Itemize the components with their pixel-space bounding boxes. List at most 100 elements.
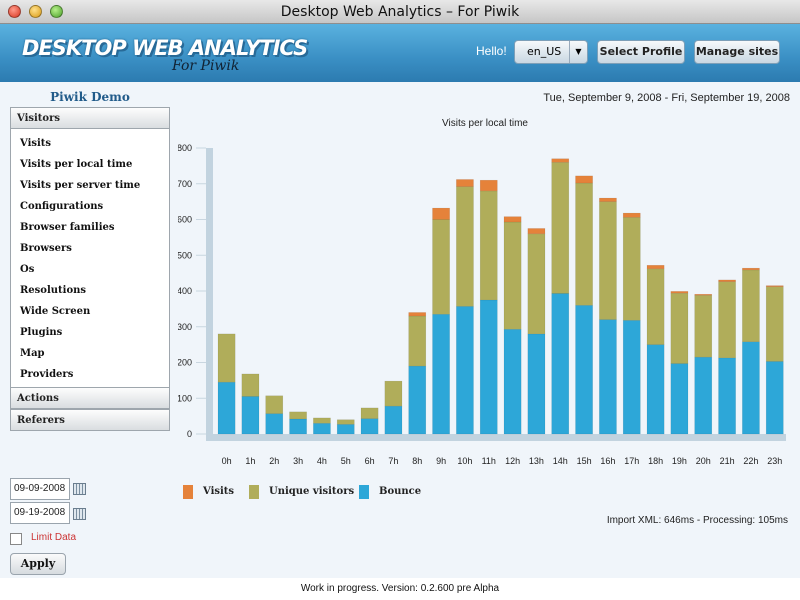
apply-button[interactable]: Apply [10, 553, 66, 575]
bar-bounce [551, 293, 570, 435]
bar-unique-visitors [241, 373, 260, 397]
x-tick-label: 19h [672, 456, 687, 466]
menu-item-wide-screen[interactable]: Wide Screen [20, 306, 91, 317]
bar-bounce [742, 341, 760, 435]
bar-unique-visitors [742, 269, 760, 343]
bar-visits [646, 265, 665, 270]
menu-item-providers[interactable]: Providers [20, 369, 74, 380]
x-tick-label: 4h [317, 456, 327, 466]
bar-bounce [765, 361, 784, 435]
manage-sites-button[interactable]: Manage sites [694, 40, 780, 64]
site-name: Piwik Demo [50, 90, 130, 104]
language-select[interactable]: en_US ▼ [514, 40, 588, 64]
bar-bounce [599, 319, 617, 435]
bar-unique-visitors [551, 162, 570, 294]
menu-item-visits[interactable]: Visits [20, 138, 52, 149]
menu-section-actions[interactable]: Actions [11, 388, 169, 409]
x-tick-label: 8h [412, 456, 422, 466]
bar-bounce [503, 329, 522, 435]
y-tick-label: 200 [178, 358, 192, 368]
x-tick-label: 22h [743, 456, 758, 466]
legend-label-bounce: Bounce [379, 486, 422, 497]
chevron-down-icon: ▼ [569, 41, 587, 63]
bar-unique-visitors [456, 186, 474, 307]
bar-visits [408, 312, 427, 317]
x-tick-label: 14h [553, 456, 568, 466]
bar-unique-visitors [503, 221, 522, 330]
x-tick-label: 10h [457, 456, 472, 466]
x-tick-label: 6h [365, 456, 375, 466]
menu-section-referers[interactable]: Referers [11, 409, 169, 430]
legend-label-visits: Visits [203, 486, 235, 497]
menu-item-resolutions[interactable]: Resolutions [20, 285, 87, 296]
x-tick-label: 13h [529, 456, 544, 466]
bar-bounce [670, 363, 689, 435]
footer: Work in progress. Version: 0.2.600 pre A… [0, 578, 800, 600]
bar-bounce [456, 306, 474, 435]
bar-unique-visitors [360, 407, 379, 419]
menu-item-browsers[interactable]: Browsers [20, 243, 72, 254]
minimize-window-button[interactable] [29, 5, 42, 18]
bar-unique-visitors [289, 411, 307, 420]
bar-unique-visitors [575, 182, 593, 306]
bar-unique-visitors [646, 268, 665, 345]
menu-item-configurations[interactable]: Configurations [20, 201, 104, 212]
bar-unique-visitors [622, 217, 641, 321]
title-bar: Desktop Web Analytics – For Piwik [0, 0, 800, 24]
bar-bounce [718, 357, 736, 435]
x-tick-label: 5h [341, 456, 351, 466]
window-title: Desktop Web Analytics – For Piwik [280, 4, 520, 20]
logo: DESKTOP WEB ANALYTICS [22, 36, 308, 60]
y-tick-label: 300 [178, 322, 192, 332]
bar-unique-visitors [527, 233, 546, 335]
limit-data-checkbox[interactable] [10, 533, 22, 545]
x-tick-label: 15h [577, 456, 592, 466]
select-profile-button[interactable]: Select Profile [597, 40, 685, 64]
menu-section-visitors[interactable]: Visitors [11, 108, 169, 129]
bar-unique-visitors [217, 333, 236, 383]
visitors-submenu: Visits Visits per local time Visits per … [11, 129, 169, 388]
bar-bounce [265, 413, 284, 435]
bar-bounce [289, 418, 307, 435]
menu-item-os[interactable]: Os [20, 264, 35, 275]
bar-unique-visitors [432, 219, 450, 315]
bar-visits [503, 216, 522, 223]
timing-info: Import XML: 646ms - Processing: 105ms [606, 515, 788, 526]
calendar-icon[interactable] [73, 483, 86, 495]
menu-item-visits-local-time[interactable]: Visits per local time [20, 159, 133, 170]
bar-visits [742, 267, 760, 271]
menu-item-plugins[interactable]: Plugins [20, 327, 63, 338]
bar-bounce [694, 356, 713, 435]
chart-title: Visits per local time [442, 118, 528, 129]
y-tick-label: 100 [178, 393, 192, 403]
bar-unique-visitors [599, 201, 617, 320]
start-date-input[interactable]: 09-09-2008 [10, 478, 70, 500]
zoom-window-button[interactable] [50, 5, 63, 18]
app-header: DESKTOP WEB ANALYTICS For Piwik Hello! e… [0, 24, 800, 82]
bar-visits [527, 228, 546, 235]
bar-bounce [432, 313, 450, 435]
bar-visits [599, 197, 617, 202]
bar-bounce [646, 344, 665, 435]
bar-visits [670, 291, 689, 294]
greeting: Hello! [476, 44, 507, 58]
bar-unique-visitors [336, 419, 355, 425]
y-tick-label: 500 [178, 250, 192, 260]
bar-visits [479, 179, 498, 192]
main-content: Piwik Demo Tue, September 9, 2008 - Fri,… [0, 82, 800, 578]
menu-item-visits-server-time[interactable]: Visits per server time [20, 180, 141, 191]
bar-bounce [622, 320, 641, 435]
bar-unique-visitors [384, 380, 403, 407]
end-date-input[interactable]: 09-19-2008 [10, 502, 70, 524]
menu-item-map[interactable]: Map [20, 348, 45, 359]
close-window-button[interactable] [8, 5, 21, 18]
bar-unique-visitors [670, 292, 689, 364]
x-tick-label: 11h [482, 456, 496, 466]
bar-bounce [313, 423, 331, 435]
bar-unique-visitors [313, 417, 331, 424]
x-tick-label: 9h [436, 456, 446, 466]
menu-item-browser-families[interactable]: Browser families [20, 222, 115, 233]
x-tick-label: 1h [245, 456, 255, 466]
calendar-icon[interactable] [73, 508, 86, 520]
sidebar-menu: Visitors Visits Visits per local time Vi… [10, 107, 170, 431]
